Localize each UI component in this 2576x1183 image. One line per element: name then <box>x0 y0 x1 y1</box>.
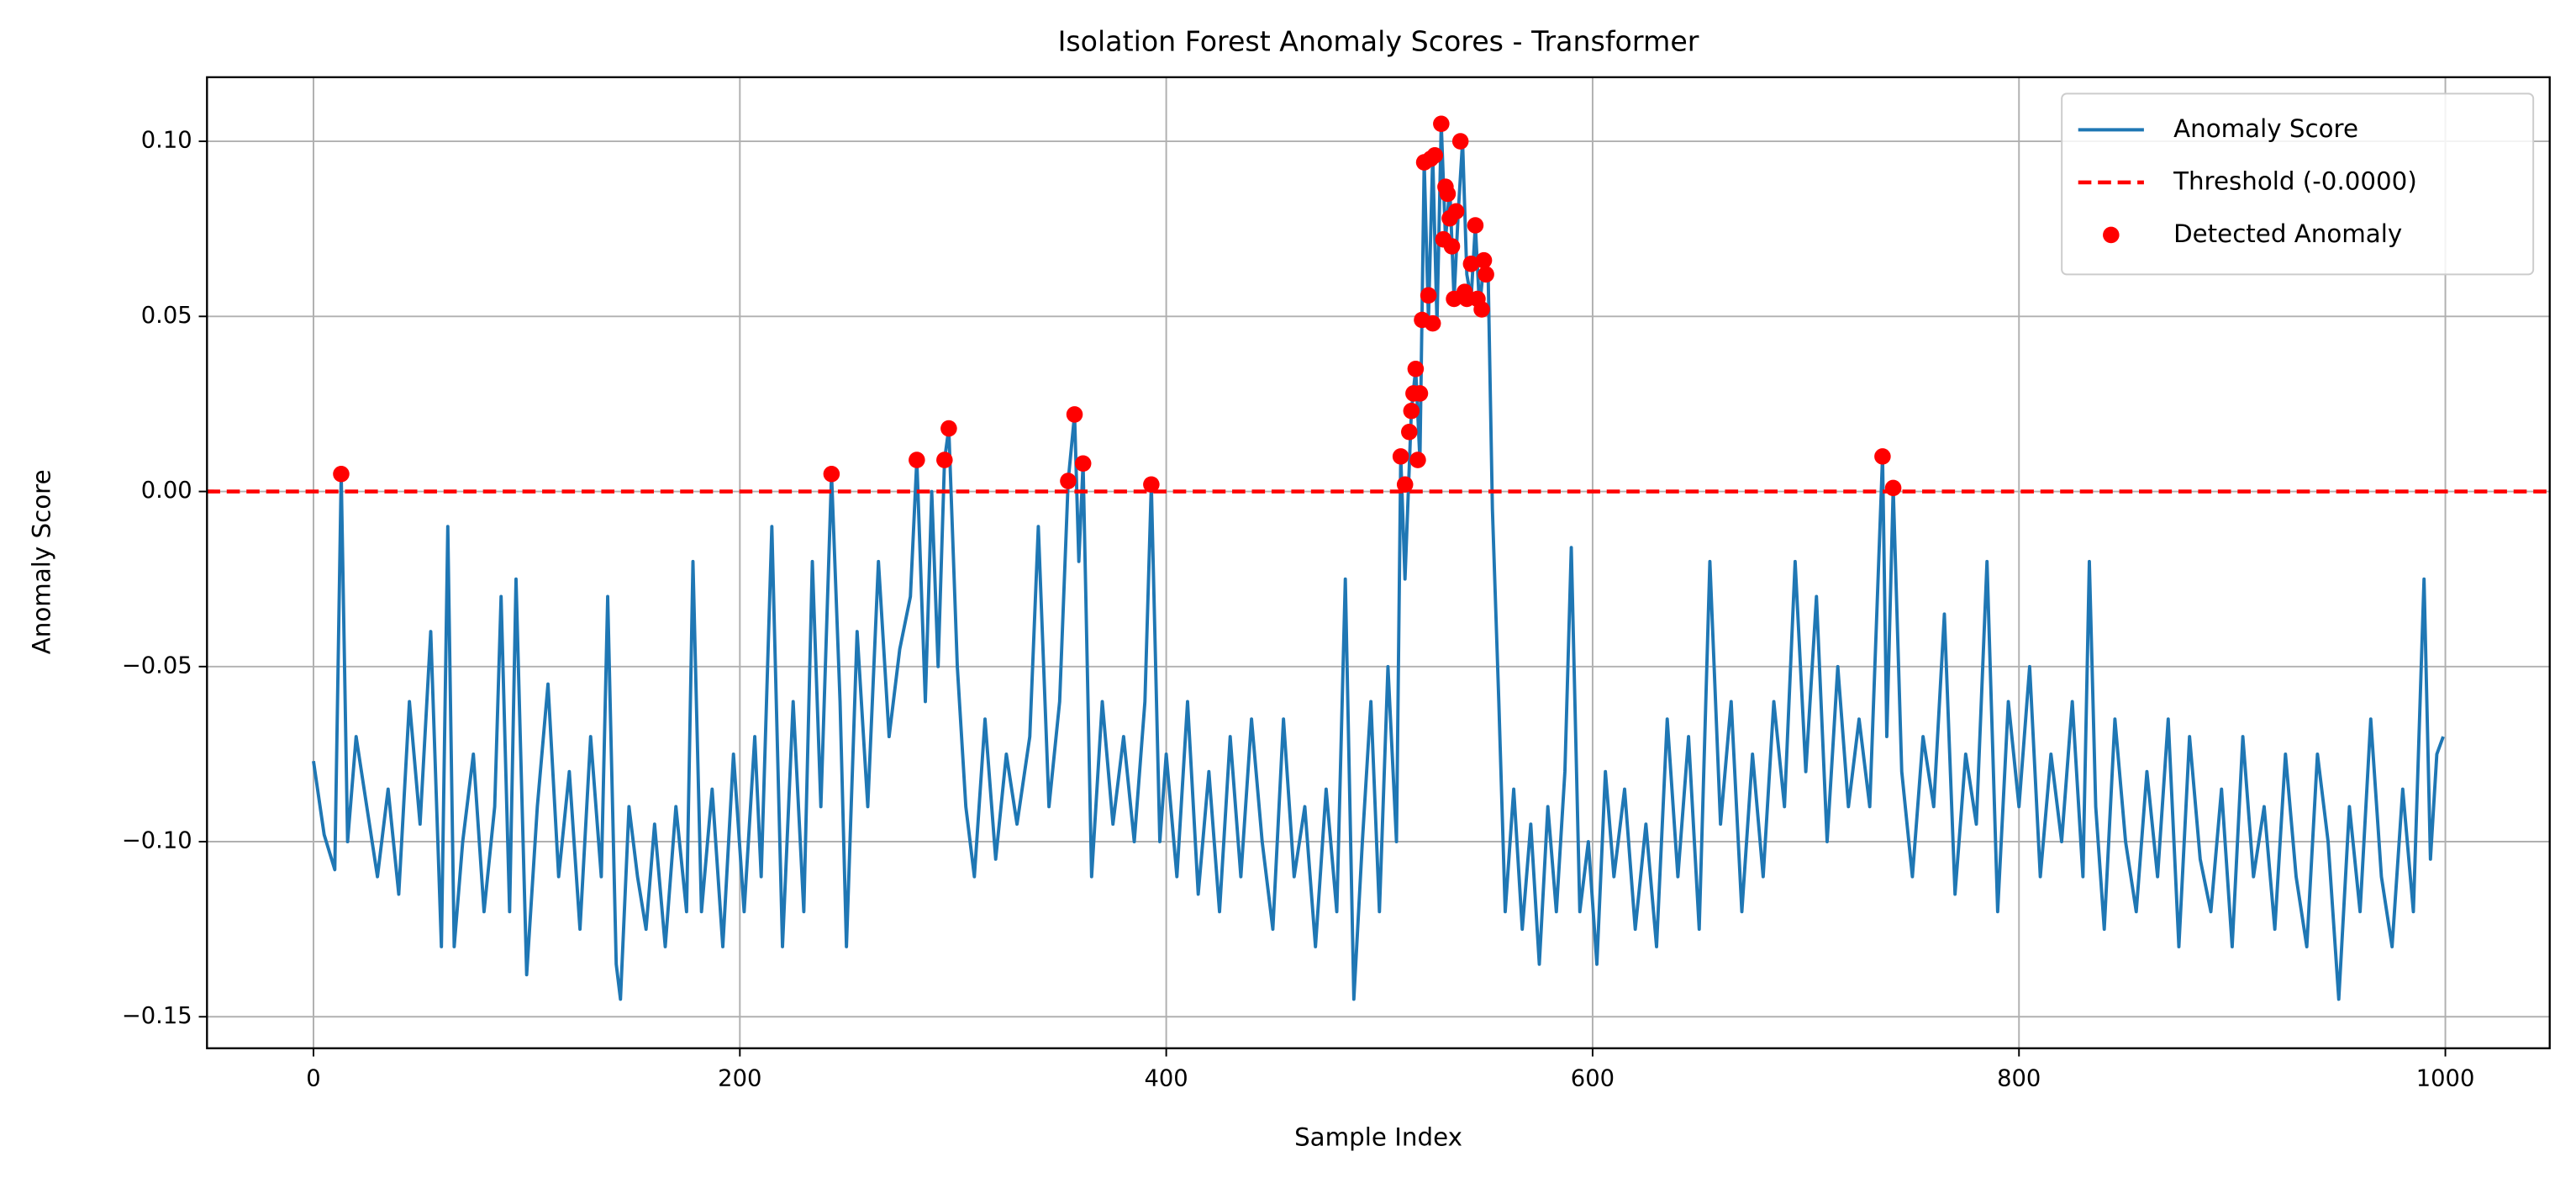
anomaly-point <box>1884 479 1902 497</box>
legend-swatch <box>2103 226 2120 244</box>
anomaly-point <box>936 452 953 468</box>
anomaly-point <box>1396 476 1414 493</box>
plot-frame <box>206 76 2551 1049</box>
chart-title: Isolation Forest Anomaly Scores - Transf… <box>1058 24 1699 57</box>
anomaly-point <box>1467 217 1484 234</box>
y-axis-label: Anomaly Score <box>27 469 55 654</box>
anomaly-point <box>333 465 350 483</box>
anomaly-point <box>1478 266 1494 283</box>
x-tick-label: 800 <box>1997 1065 2041 1091</box>
anomaly-point <box>1401 423 1418 441</box>
anomaly-point <box>1066 406 1083 423</box>
y-tick-label: 0.10 <box>141 128 192 154</box>
anomaly-point <box>1424 314 1441 332</box>
legend-box <box>2061 92 2535 276</box>
anomaly-point <box>1473 301 1490 318</box>
anomaly-point <box>1060 473 1077 489</box>
y-tick-label: 0.00 <box>141 478 192 504</box>
x-tick-label: 0 <box>306 1065 320 1091</box>
anomaly-point <box>1143 476 1160 493</box>
y-tick-label: −0.15 <box>122 1003 192 1029</box>
legend-label: Anomaly Score <box>2173 114 2358 143</box>
anomaly-point <box>909 452 925 468</box>
anomaly-point <box>1409 452 1426 468</box>
y-tick-label: 0.05 <box>141 303 192 329</box>
anomaly-point <box>1403 402 1420 420</box>
anomaly-point <box>1411 385 1429 402</box>
legend-label: Detected Anomaly <box>2173 219 2402 248</box>
y-tick-label: −0.05 <box>122 652 192 679</box>
anomaly-point <box>1447 203 1465 220</box>
anomaly-point <box>1433 115 1450 133</box>
anomaly-point <box>1439 185 1457 203</box>
anomaly-point <box>1462 256 1480 272</box>
y-tick-label: −0.10 <box>122 828 192 854</box>
anomaly-point <box>1443 238 1461 255</box>
anomaly-point <box>1420 287 1437 304</box>
score-line <box>312 122 2445 1001</box>
x-tick-label: 600 <box>1571 1065 1615 1091</box>
anomaly-point <box>1874 448 1891 465</box>
x-axis-label: Sample Index <box>1294 1123 1462 1152</box>
anomaly-point <box>1407 361 1425 378</box>
legend-label: Threshold (-0.0000) <box>2173 166 2417 195</box>
anomaly-point <box>1451 133 1469 150</box>
anomaly-point <box>1426 146 1444 164</box>
x-tick-label: 1000 <box>2416 1065 2475 1091</box>
anomaly-point <box>1475 251 1493 269</box>
anomaly-point <box>940 420 957 437</box>
anomaly-point <box>1074 455 1092 472</box>
anomaly-point <box>823 465 840 483</box>
x-tick-label: 400 <box>1145 1065 1188 1091</box>
anomaly-point <box>1392 448 1409 465</box>
x-tick-label: 200 <box>718 1065 761 1091</box>
